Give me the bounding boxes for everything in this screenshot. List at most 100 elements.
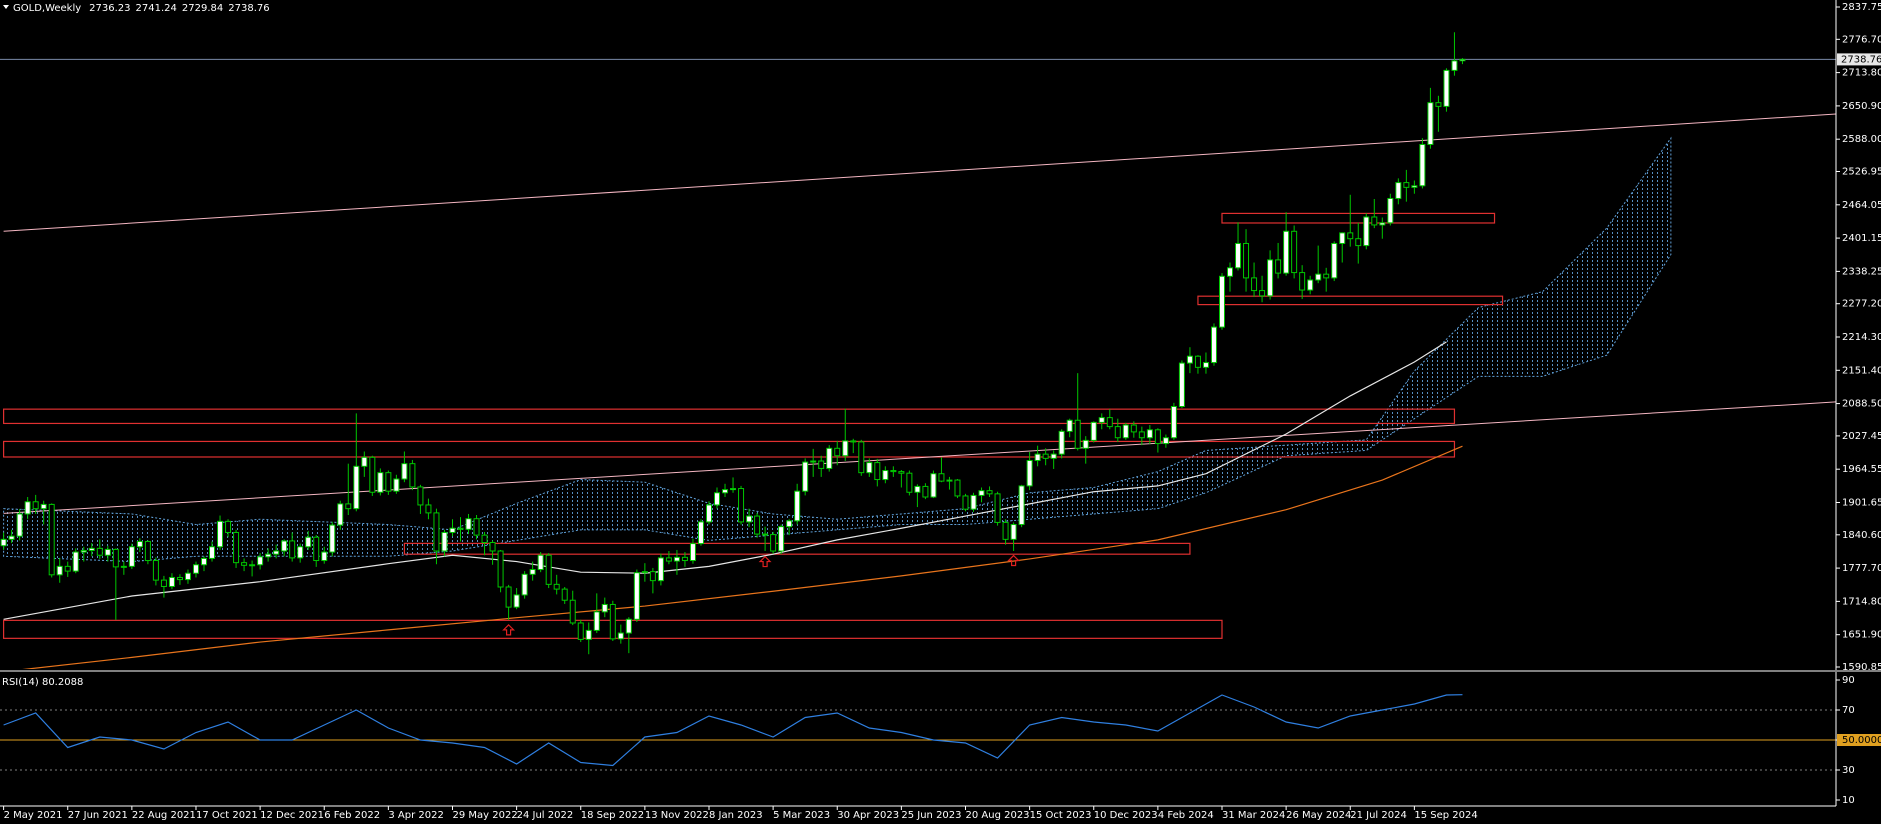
candle-body [321, 551, 328, 562]
candle-body [401, 463, 408, 480]
rsi-tick-label: 50.0000 [1842, 735, 1881, 746]
candle-body [457, 527, 464, 530]
candle-body [906, 472, 913, 493]
candle-body [722, 489, 729, 494]
y-tick-label: 2027.45 [1842, 431, 1881, 442]
y-tick-label: 1964.55 [1842, 464, 1881, 475]
candle-body [0, 538, 7, 547]
menu-arrow[interactable] [3, 5, 9, 9]
moving-average [3, 341, 1447, 620]
candle-body [730, 488, 737, 491]
candle-body [16, 513, 23, 537]
candle-body [994, 493, 1001, 523]
candle-body [802, 461, 809, 492]
candle-body [762, 533, 769, 536]
candle-body [1018, 485, 1025, 526]
x-tick-label: 15 Sep 2024 [1414, 810, 1477, 821]
candle-body [577, 622, 584, 640]
candle-body [184, 572, 191, 581]
x-tick-label: 21 Jul 2024 [1350, 810, 1407, 821]
candle-body [417, 486, 424, 506]
x-tick-label: 17 Oct 2021 [196, 810, 258, 821]
candle-body [481, 534, 488, 544]
y-tick-label: 2088.50 [1842, 399, 1881, 410]
candle-body [874, 462, 881, 481]
candle-body [593, 611, 600, 631]
candle-body [930, 473, 937, 498]
candle-body [345, 503, 352, 510]
rsi-tick-label: 30 [1842, 765, 1855, 776]
high: 2741.24 [136, 3, 177, 14]
candle-body [705, 504, 712, 523]
candle-body [297, 546, 304, 559]
candle-body [281, 540, 288, 552]
candle-body [313, 536, 320, 562]
candle-body [1066, 419, 1073, 432]
candle-body [64, 565, 71, 572]
candle-body [217, 520, 224, 548]
y-tick-label: 2214.30 [1842, 332, 1881, 343]
candle-body [962, 495, 969, 510]
x-tick-label: 26 May 2024 [1286, 810, 1351, 821]
candle-body [1283, 230, 1290, 274]
candle-body [1403, 182, 1410, 188]
rsi-tick-label: 70 [1842, 705, 1855, 716]
candle-body [209, 546, 216, 559]
trendline [3, 113, 1836, 232]
candle-body [826, 447, 833, 469]
candle-body [1034, 453, 1041, 461]
x-tick-label: 18 Sep 2022 [581, 810, 644, 821]
candle-body [361, 456, 368, 467]
candle-body [233, 531, 240, 564]
candle-body [513, 594, 520, 608]
x-tick-label: 29 May 2022 [452, 810, 517, 821]
candle-body [48, 503, 55, 576]
candle-body [1098, 417, 1105, 423]
candle-body [1315, 273, 1322, 281]
candle-body [465, 518, 472, 530]
candle-body [1010, 524, 1017, 540]
candle-body [369, 456, 376, 493]
candle-body [1058, 430, 1065, 455]
x-tick-label: 27 Jun 2021 [68, 810, 128, 821]
candle-body [657, 557, 664, 582]
chart-header: GOLD,Weekly 2736.23 2741.24 2729.84 2738.76 [13, 3, 270, 14]
candle-body [1186, 355, 1193, 364]
candle-body [850, 440, 857, 443]
candle-body [1146, 429, 1153, 439]
candle-body [1443, 69, 1450, 107]
candle-body [104, 548, 111, 556]
candle-body [1371, 216, 1378, 226]
x-tick-label: 8 Jan 2023 [709, 810, 763, 821]
y-tick-label: 1777.70 [1842, 563, 1881, 574]
candle-body [922, 485, 929, 498]
candle-body [96, 547, 103, 556]
candle-body [160, 579, 167, 587]
y-tick-label: 1840.60 [1842, 530, 1881, 541]
candle-body [128, 546, 135, 567]
candle-body [441, 531, 448, 552]
y-tick-label: 2151.40 [1842, 365, 1881, 376]
y-tick-label: 1590.85 [1842, 662, 1881, 673]
x-tick-label: 25 Jun 2023 [901, 810, 961, 821]
signal-arrow [1007, 554, 1021, 567]
candle-body [938, 473, 945, 482]
candle-body [40, 503, 47, 510]
candle-body [898, 471, 905, 474]
candle-body [665, 557, 672, 562]
price-panel [0, 32, 1836, 669]
candle-body [425, 504, 432, 514]
y-tick-label: 1714.80 [1842, 596, 1881, 607]
trendline [3, 401, 1836, 514]
candle-body [1387, 197, 1394, 224]
candle-body [1194, 355, 1201, 368]
rsi-tick-label: 90 [1842, 675, 1855, 686]
candle-body [1363, 216, 1370, 247]
candle-body [289, 540, 296, 559]
candle-body [249, 564, 256, 567]
candle-body [433, 512, 440, 552]
candle-body [697, 521, 704, 545]
candle-body [914, 485, 921, 493]
